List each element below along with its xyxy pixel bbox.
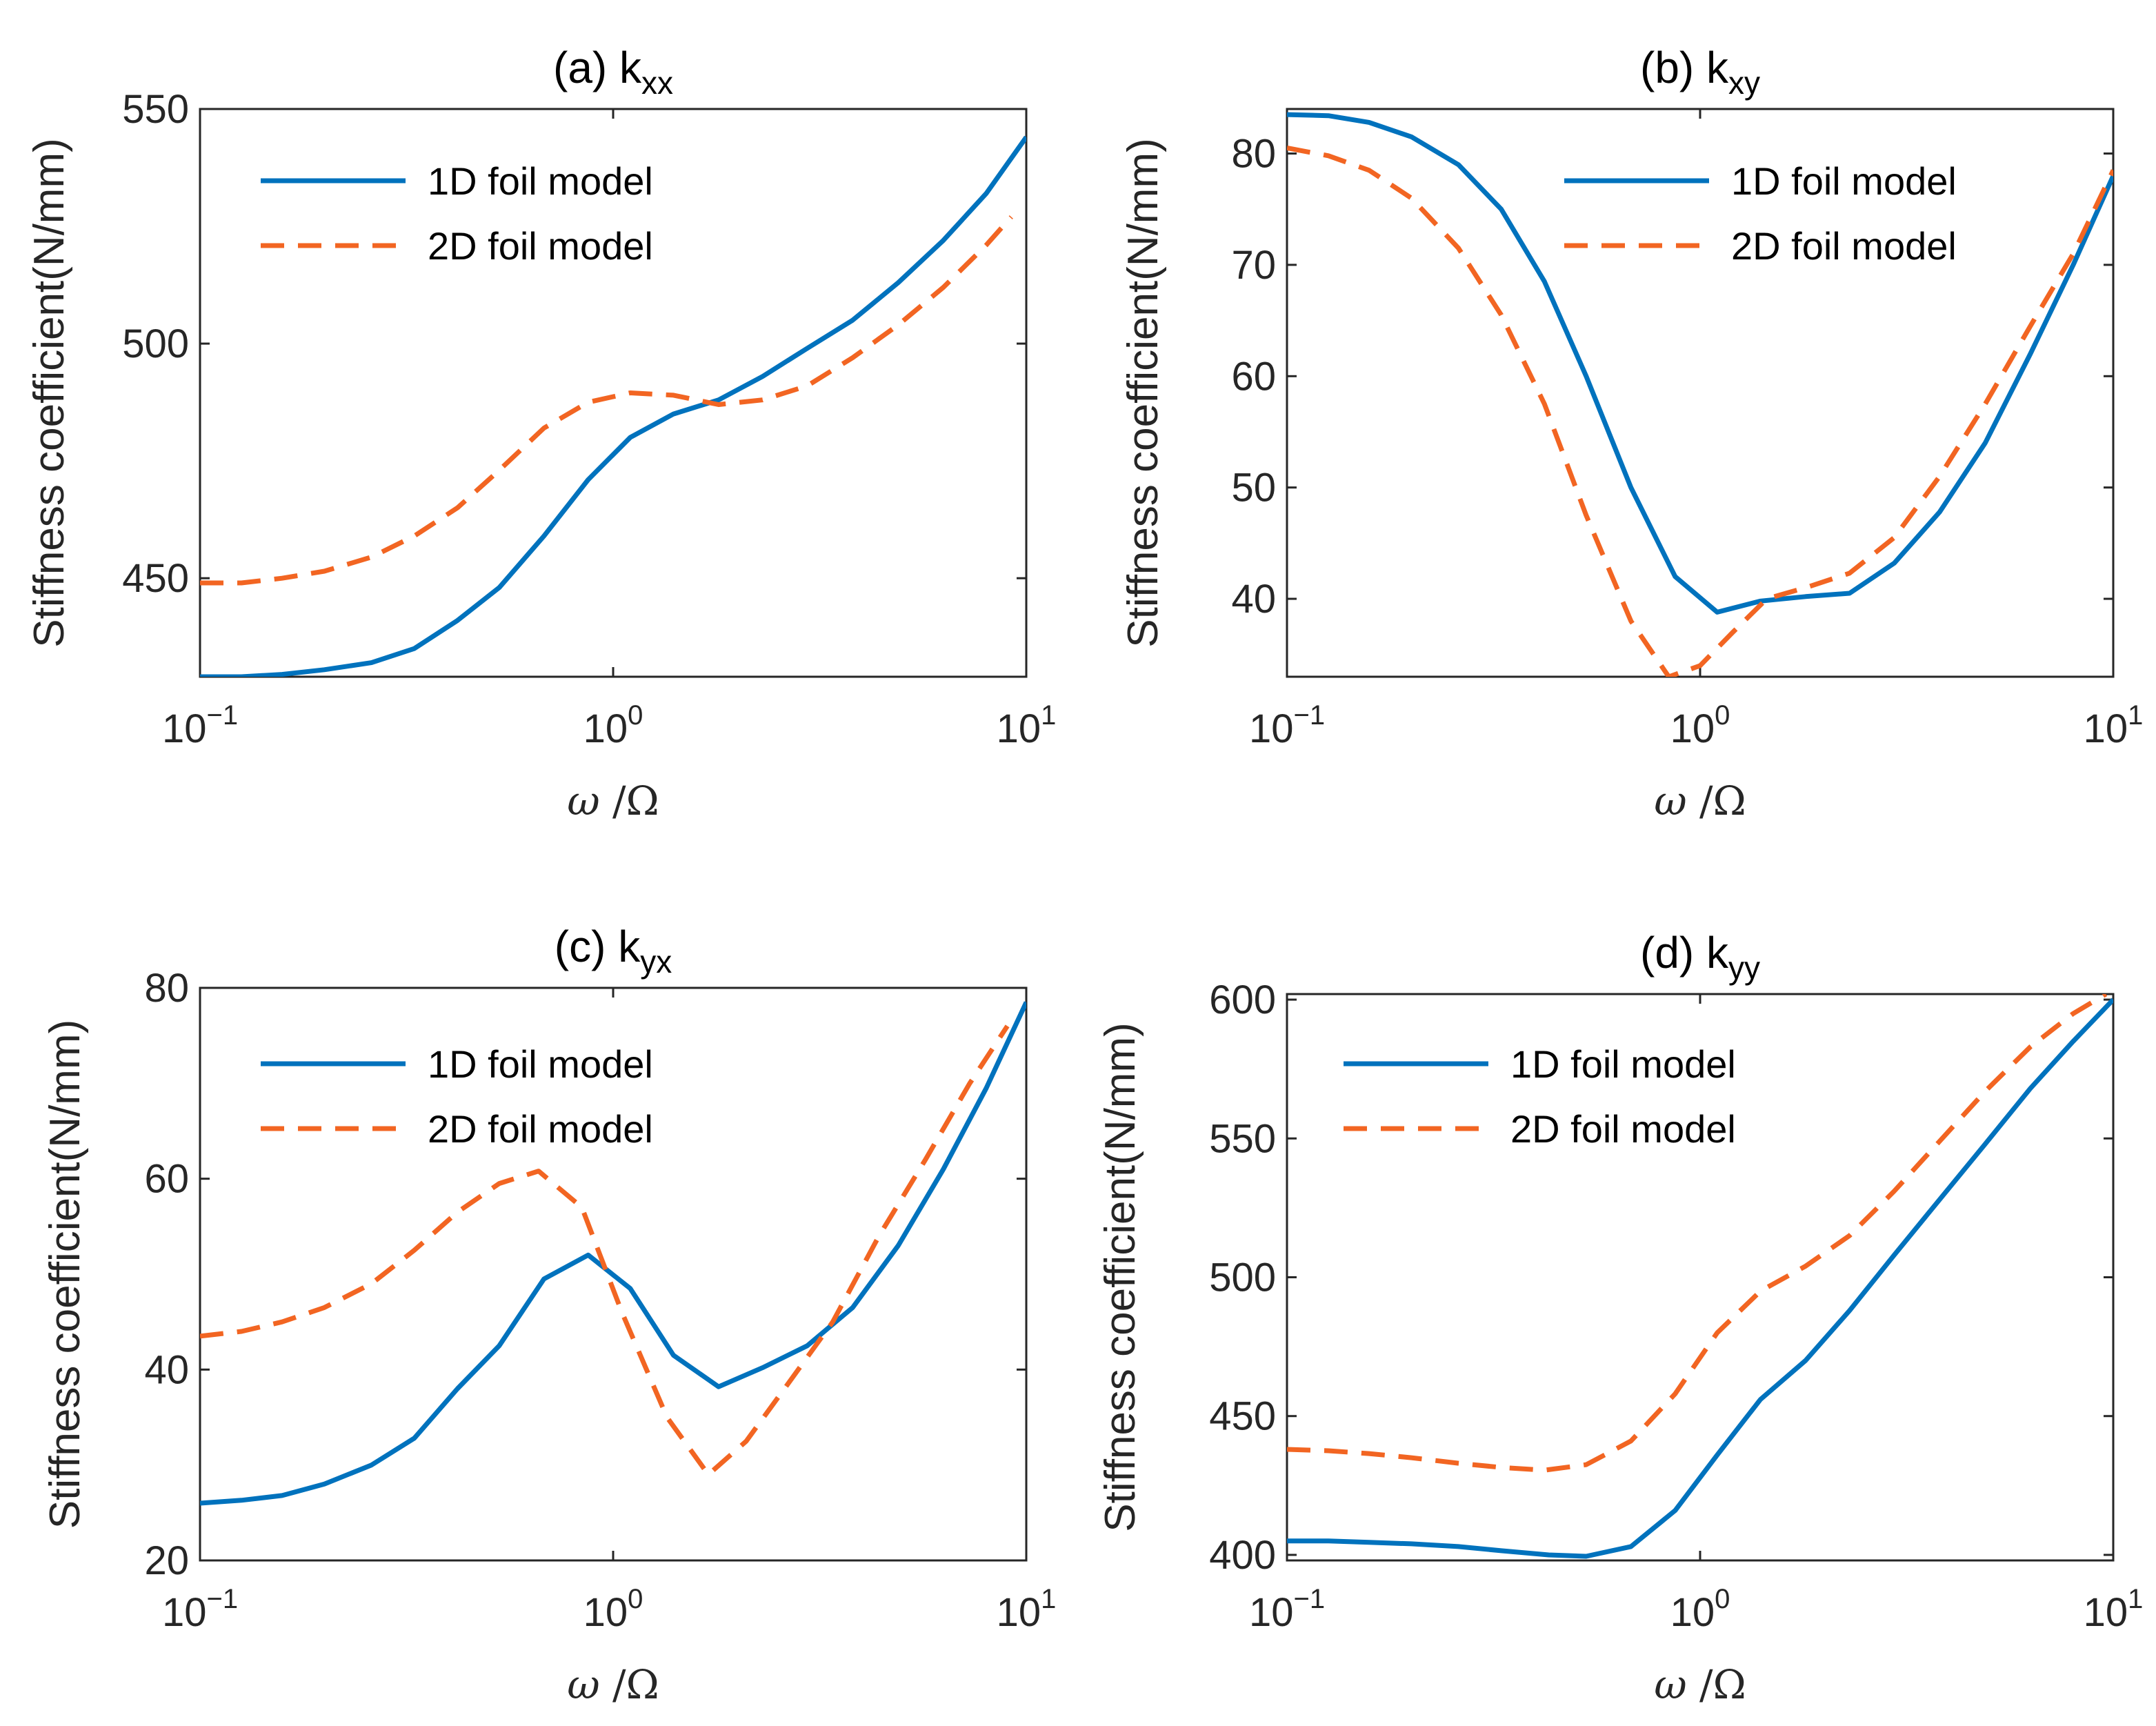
x-tick-label: 101 [2084,1584,2144,1635]
series-2d-line [200,1024,1010,1477]
legend: 1D foil model 2D foil model [261,159,653,268]
series-2d-line [200,215,1013,586]
series-1d-line [1287,112,2113,615]
legend-label-1d: 1D foil model [428,1042,653,1086]
chart-panel-3: 10−1 100 101 20 40 60 80 (c) kyx Stiffness coeff… [41,922,1056,1708]
legend: 1D foil model 2D foil model [1344,1042,1736,1151]
y-tick-label: 80 [144,966,189,1011]
series-2d-line [1287,146,2113,677]
y-tick-label: 20 [144,1538,189,1583]
legend-label-1d: 1D foil model [428,159,653,203]
y-tick-label: 500 [1209,1256,1276,1300]
series-1d-line [1287,998,2113,1559]
y-axis-label: Stiffness coefficient(N/mm) [26,138,73,648]
y-tick-label: 450 [1209,1394,1276,1439]
x-tick-label: 101 [997,700,1057,751]
y-axis-label: Stiffness coefficient(N/mm) [1097,1022,1144,1532]
legend-label-2d: 2D foil model [1510,1107,1736,1151]
y-tick-label: 450 [122,556,189,601]
series-2d-line [1287,994,2108,1473]
series-1d-line [200,135,1026,677]
legend-label-2d: 2D foil model [1731,224,1957,268]
x-tick-label: 10−1 [1249,700,1325,751]
chart-panel-2: 10−1 100 101 40 50 60 70 80 (b) kxy Stiffness coe… [1119,43,2143,824]
y-tick-label: 40 [144,1347,189,1392]
y-tick-label: 70 [1231,243,1276,288]
chart-panel-1: 10−1 100 101 450 500 550 (a) kxx Stiffness coef… [26,43,1056,824]
legend: 1D foil model 2D foil model [1564,159,1957,268]
panel-title: (a) kxx [553,43,673,101]
x-tick-label: 100 [1670,700,1730,751]
panel-title: (d) kyy [1640,928,1760,986]
x-tick-label: 100 [583,1584,643,1635]
x-tick-label: 101 [2084,700,2144,751]
y-tick-label: 550 [122,87,189,132]
y-tick-label: 400 [1209,1533,1276,1578]
x-tick-label: 10−1 [162,700,238,751]
x-axis-label: ω /Ω [567,1661,659,1708]
x-axis-label: ω /Ω [1654,1661,1746,1708]
x-tick-label: 100 [1670,1584,1730,1635]
x-tick-label: 101 [997,1584,1057,1635]
legend-label-2d: 2D foil model [428,224,653,268]
x-axis-label: ω /Ω [1654,777,1746,824]
y-tick-label: 40 [1231,577,1276,622]
panel-title: (b) kxy [1640,43,1760,101]
legend-label-1d: 1D foil model [1731,159,1957,203]
x-tick-label: 10−1 [1249,1584,1325,1635]
y-tick-label: 500 [122,321,189,366]
y-tick-label: 50 [1231,466,1276,510]
y-tick-label: 600 [1209,978,1276,1022]
y-axis-label: Stiffness coefficient(N/mm) [41,1020,89,1529]
x-axis-label: ω /Ω [567,777,659,824]
y-tick-label: 550 [1209,1116,1276,1161]
y-tick-label: 60 [144,1157,189,1202]
x-tick-label: 10−1 [162,1584,238,1635]
y-axis-label: Stiffness coefficient(N/mm) [1119,138,1167,648]
legend-label-2d: 2D foil model [428,1107,653,1151]
panel-title: (c) kyx [555,922,672,980]
chart-panel-4: 10−1 100 101 400 450 500 550 600 (d) kyy Stiffnes… [1097,928,2143,1708]
x-tick-label: 100 [583,700,643,751]
legend-label-1d: 1D foil model [1510,1042,1736,1086]
y-tick-label: 80 [1231,132,1276,177]
legend: 1D foil model 2D foil model [261,1042,653,1151]
series-1d-line [200,1001,1026,1506]
y-tick-label: 60 [1231,354,1276,399]
